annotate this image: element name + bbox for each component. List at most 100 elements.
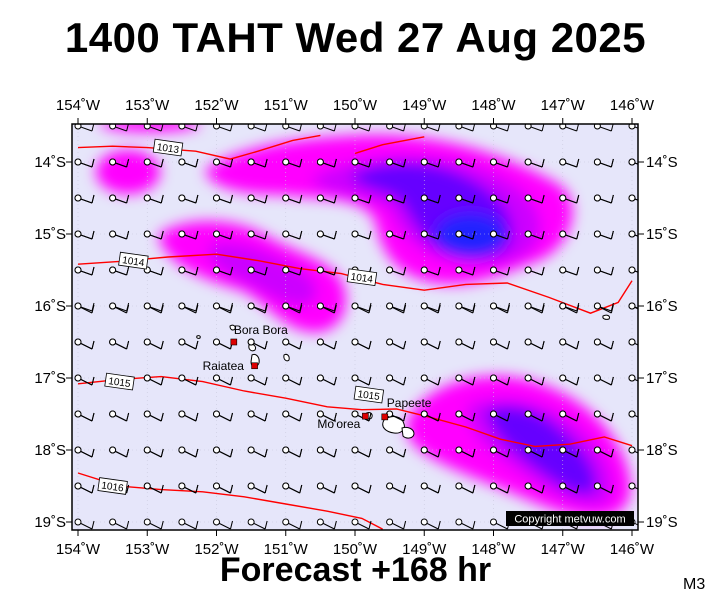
wind-barb — [143, 482, 164, 494]
lat-tick-label-right: 17˚S — [646, 370, 678, 387]
wind-barb — [455, 194, 476, 204]
wind-barb — [109, 518, 130, 530]
wind-barb — [351, 518, 372, 530]
lon-tick-label-bottom: 150˚W — [333, 541, 378, 558]
lon-tick-label-top: 149˚W — [402, 97, 447, 114]
isobar-label: 1015 — [353, 385, 385, 404]
wind-barb — [559, 410, 580, 422]
wind-barb — [213, 482, 233, 494]
lon-tick-label-bottom: 146˚W — [610, 541, 655, 558]
forecast-label: Forecast +168 hr — [219, 551, 492, 589]
precip-blob-heavy — [486, 406, 596, 495]
wind-barb — [178, 374, 199, 386]
lon-tick-label-bottom: 154˚W — [56, 541, 101, 558]
model-code: M3 — [683, 576, 706, 593]
wind-barb — [316, 482, 337, 494]
wind-barb — [74, 338, 95, 350]
wind-barb — [282, 518, 303, 530]
wind-barb — [109, 230, 130, 240]
wind-barb — [593, 482, 614, 494]
wind-barb — [420, 338, 441, 350]
wind-barb — [247, 266, 268, 276]
wind-barb — [559, 266, 580, 276]
lon-tick-label-bottom: 152˚W — [194, 541, 239, 558]
wind-barb — [386, 230, 407, 240]
isobar-line — [77, 472, 384, 530]
island-maupiti — [196, 335, 201, 339]
isobar-label: 1015 — [104, 372, 135, 391]
wind-barb — [524, 446, 545, 458]
lat-tick-label-left: 14˚S — [34, 154, 66, 171]
wind-barb — [143, 158, 164, 168]
wind-barb — [628, 194, 638, 202]
wind-barb — [316, 338, 337, 350]
wind-barb — [213, 446, 233, 458]
wind-barb — [455, 518, 476, 530]
wind-barb — [351, 194, 372, 204]
lon-tick-label-bottom: 148˚W — [471, 541, 516, 558]
place-label: Mo'orea — [317, 417, 360, 431]
wind-barb — [213, 124, 233, 132]
wind-barb — [143, 446, 164, 458]
wind-barb — [455, 446, 476, 458]
wind-barb — [420, 446, 441, 458]
map-title: 1400 TAHT Wed 27 Aug 2025 — [64, 14, 647, 61]
town-marker — [362, 412, 369, 420]
wind-barb — [143, 302, 164, 314]
wind-barb — [178, 410, 199, 422]
wind-barb — [74, 230, 95, 240]
lon-tick-label-top: 153˚W — [125, 97, 170, 114]
wind-barb — [455, 338, 476, 350]
wind-barb — [420, 124, 441, 132]
wind-barb — [74, 374, 95, 386]
wind-barb — [247, 230, 268, 240]
wind-barb — [490, 266, 510, 276]
wind-barb — [593, 374, 614, 386]
wind-barb — [455, 374, 476, 386]
wind-barb — [74, 482, 95, 494]
wind-barb — [420, 302, 441, 314]
wind-barb — [490, 302, 510, 314]
wind-barb — [351, 374, 372, 386]
wind-barb — [351, 230, 372, 240]
wind-barb — [282, 410, 303, 422]
wind-barb — [213, 230, 233, 240]
wind-barb — [559, 338, 580, 350]
wind-barb — [143, 338, 164, 350]
isobar-label: 1013 — [152, 138, 184, 157]
lon-tick-label-bottom: 151˚W — [264, 541, 309, 558]
wind-barb — [628, 230, 638, 238]
wind-barb — [351, 446, 372, 458]
lat-tick-label-right: 16˚S — [646, 298, 678, 315]
wind-barb — [109, 158, 130, 168]
wind-barb — [593, 410, 614, 422]
wind-barb — [490, 124, 510, 132]
wind-barb — [74, 446, 95, 458]
lat-tick-label-right: 18˚S — [646, 442, 678, 459]
wind-barb — [490, 194, 510, 204]
wind-barb — [559, 374, 580, 386]
copyright-box: Copyright metvuw.com — [506, 511, 634, 526]
wind-barb — [593, 302, 614, 314]
wind-barb — [351, 410, 372, 422]
wind-barb — [109, 410, 130, 422]
lon-tick-label-top: 152˚W — [194, 97, 239, 114]
wind-barb — [316, 518, 337, 530]
wind-barb — [282, 482, 303, 494]
wind-barb — [247, 374, 268, 386]
wind-barb — [524, 302, 545, 314]
wind-barb — [490, 338, 510, 350]
wind-barb — [386, 158, 407, 168]
wind-barb — [178, 158, 199, 168]
svg-text:1015: 1015 — [108, 376, 132, 390]
wind-barb — [524, 158, 545, 168]
wind-barb — [178, 302, 199, 314]
wind-barb — [559, 482, 580, 494]
wind-barb — [351, 158, 372, 168]
wind-barb — [386, 482, 407, 494]
wind-barb — [143, 374, 164, 386]
wind-barb — [213, 302, 233, 314]
place-label: Papeete — [387, 396, 432, 410]
wind-barb — [316, 266, 337, 276]
wind-barb — [455, 158, 476, 168]
